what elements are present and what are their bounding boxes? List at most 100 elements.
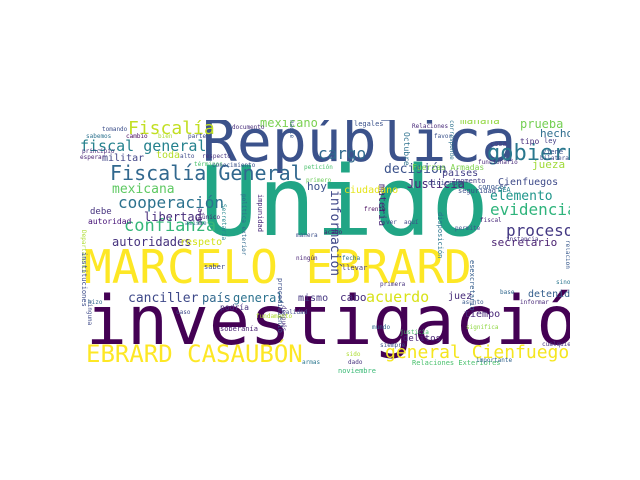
word-mismo: mismo — [298, 293, 329, 304]
word-fiscal: fiscal — [480, 217, 502, 224]
word-caso: caso — [176, 309, 191, 316]
word-soberania: soberanía — [220, 325, 258, 333]
word-fuerzas-armadas: Fuerzas Armadas — [412, 163, 485, 172]
word-politica-exterior: política exterior — [240, 194, 247, 256]
word-significa: significa — [466, 324, 499, 331]
word-evidencia: evidencia — [490, 200, 570, 219]
word-ver: ver — [386, 219, 397, 226]
word-tipo: tipo — [520, 137, 540, 146]
word-respeto: respeto — [180, 237, 223, 248]
word-principio: principio — [82, 148, 115, 155]
word-informacion: información — [327, 190, 342, 277]
word-aqui: aquí — [404, 219, 419, 226]
word-fiscalia-general: Fiscalía General — [110, 161, 303, 185]
word-fiscalia: Fiscalía — [128, 120, 215, 139]
word-manana: mañana — [460, 120, 500, 127]
word-hizo: hizo — [88, 299, 103, 306]
word-instituciones: instituciones — [80, 252, 88, 307]
word-informar: informar — [520, 299, 549, 306]
word-dado: dado — [348, 359, 363, 366]
word-cloud: investigación Unido MARCELO EBRARD Repúb… — [80, 120, 570, 380]
word-podria: podría — [220, 303, 249, 312]
word-permite: permite — [455, 225, 481, 232]
word-tiempo: tiempo — [464, 309, 501, 320]
word-materia: materia — [376, 184, 387, 227]
word-paises: países — [442, 168, 479, 179]
word-esexcretario: esexcretario — [468, 260, 476, 311]
word-tomando: tomando — [102, 126, 128, 133]
word-sido: sido — [346, 351, 361, 358]
word-pais: país — [202, 291, 231, 305]
word-decision: decisión — [384, 162, 447, 177]
word-libertad: libertad — [144, 210, 202, 224]
word-gobierno: gobierno — [487, 141, 570, 166]
word-diciendo: diciendo — [428, 179, 462, 187]
word-debe: debe — [90, 207, 112, 217]
word-siempre: siempre — [380, 342, 406, 349]
word-octubre: Octubre — [402, 132, 411, 166]
word-marcelo-ebrard: MARCELO EBRARD — [84, 240, 472, 294]
word-investigacion: investigación — [86, 282, 570, 361]
word-manera: manera — [296, 232, 318, 239]
word-corresponde: corresponde — [448, 120, 455, 160]
word-procedimiento: procedimiento — [276, 278, 284, 333]
word-mexicana: mexicana — [112, 182, 175, 197]
word-ninguna: ninguna — [86, 300, 93, 326]
word-sino: sino — [556, 279, 570, 286]
word-disposicion: disposición — [436, 212, 444, 259]
word-ningun: ningún — [296, 255, 318, 262]
word-mexicano: mexicano — [260, 120, 318, 130]
word-toda: toda — [156, 150, 181, 161]
word-parte: parte — [188, 133, 207, 140]
word-republica: República — [202, 120, 517, 175]
word-justicia: Justicia — [407, 177, 465, 191]
word-confianza: confianza — [124, 216, 217, 236]
word-respecto: respecto — [202, 153, 231, 160]
word-base: base — [500, 289, 515, 296]
word-relaciones: Relaciones — [412, 123, 449, 130]
word-relacion: relación — [564, 240, 570, 269]
word-cooperacion: cooperación — [118, 193, 224, 212]
word-calidad: calidad — [282, 309, 308, 316]
word-instancia: instancia — [506, 236, 539, 243]
word-elemento: elemento — [490, 189, 553, 204]
word-peticion: petición — [304, 164, 333, 171]
word-momento: momento — [456, 177, 486, 185]
word-dea: DEA — [498, 186, 511, 194]
word-viene: viene — [542, 148, 564, 156]
word-acabo: acabo — [324, 229, 343, 236]
word-primera: primera — [380, 281, 406, 288]
word-general: general — [233, 291, 284, 305]
word-legales: legales — [354, 120, 384, 128]
word-seguridad: seguridad — [458, 187, 496, 195]
word-departamento: Departamento — [80, 230, 87, 274]
word-canciller: canciller — [128, 291, 199, 306]
word-esperar: esperar — [80, 154, 106, 161]
word-fiscal-general: fiscal general — [80, 137, 207, 155]
word-conocimiento: conocimiento — [212, 162, 256, 169]
word-delitos: delitos — [403, 334, 441, 344]
word-conocer: conocer — [478, 183, 508, 191]
word-unico: único — [202, 214, 221, 221]
word-secretario: secretario — [491, 236, 558, 249]
word-ciudadano: ciudadano — [344, 185, 399, 196]
word-prueba: prueba — [520, 120, 564, 131]
word-hecho: hecho — [540, 127, 570, 140]
word-juez: juez — [448, 291, 473, 302]
word-ebrard-casaubon: EBRARD CASAUBÓN — [86, 340, 303, 368]
word-fecha: fecha — [342, 255, 361, 262]
word-cambio: cambio — [126, 133, 148, 140]
word-ley: ley — [544, 137, 557, 145]
word-unido: Unido — [200, 146, 489, 258]
word-armas: armas — [302, 359, 321, 366]
word-bilateral: bilateral — [540, 155, 570, 162]
word-asunto: asunto — [462, 299, 484, 306]
word-favor: favor — [434, 133, 453, 140]
word-llevar: llevar — [342, 264, 368, 272]
word-autoridad: autoridad — [88, 217, 132, 226]
word-general-cienfuegos: general Cienfuegos — [385, 342, 570, 363]
word-detenido: detenido — [528, 289, 570, 300]
word-fundamento: fundamento — [256, 313, 293, 320]
word-frente: frente — [364, 206, 386, 213]
word-noviembre: noviembre — [338, 367, 376, 375]
